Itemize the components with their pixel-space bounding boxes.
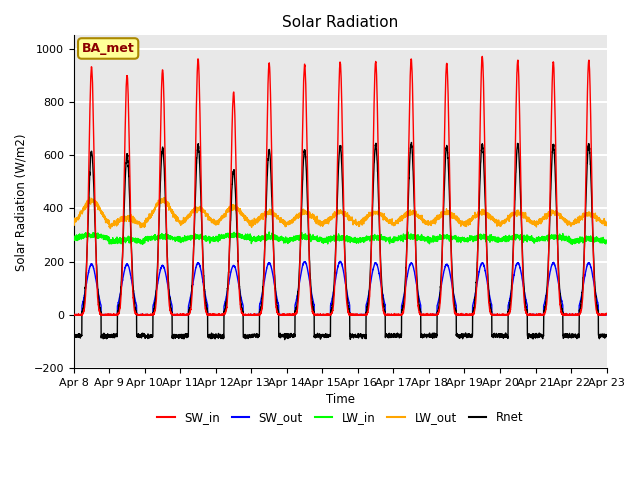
- SW_in: [460, 312, 467, 318]
- Line: LW_out: LW_out: [74, 197, 607, 228]
- LW_in: [602, 239, 610, 244]
- SW_in: [70, 312, 77, 318]
- SW_in: [166, 304, 173, 310]
- SW_out: [603, 312, 611, 318]
- Rnet: [408, 140, 415, 145]
- Rnet: [281, 337, 289, 343]
- LW_in: [320, 237, 328, 243]
- Rnet: [603, 332, 611, 337]
- SW_out: [460, 312, 467, 318]
- Line: Rnet: Rnet: [74, 143, 607, 340]
- LW_out: [602, 221, 610, 227]
- LW_out: [166, 206, 173, 212]
- SW_in: [479, 54, 486, 60]
- SW_out: [490, 312, 497, 317]
- LW_in: [430, 235, 438, 240]
- Rnet: [602, 334, 610, 339]
- SW_in: [490, 312, 497, 317]
- SW_out: [70, 312, 77, 318]
- LW_in: [266, 229, 273, 235]
- LW_out: [70, 220, 77, 226]
- Line: SW_out: SW_out: [74, 261, 607, 315]
- LW_out: [107, 226, 115, 231]
- LW_in: [490, 234, 497, 240]
- LW_out: [603, 222, 611, 228]
- Rnet: [490, 331, 497, 337]
- LW_in: [70, 233, 77, 239]
- SW_out: [320, 312, 328, 318]
- Rnet: [166, 296, 173, 301]
- SW_out: [430, 312, 438, 318]
- LW_out: [460, 219, 467, 225]
- Text: BA_met: BA_met: [82, 42, 134, 55]
- Line: SW_in: SW_in: [74, 57, 607, 315]
- SW_out: [602, 312, 610, 318]
- SW_in: [430, 312, 438, 317]
- SW_in: [603, 312, 611, 317]
- X-axis label: Time: Time: [326, 394, 355, 407]
- LW_in: [568, 241, 576, 247]
- Title: Solar Radiation: Solar Radiation: [282, 15, 398, 30]
- Y-axis label: Solar Radiation (W/m2): Solar Radiation (W/m2): [15, 133, 28, 271]
- LW_in: [166, 234, 173, 240]
- SW_out: [337, 258, 344, 264]
- LW_in: [460, 235, 467, 240]
- Rnet: [70, 334, 77, 340]
- Rnet: [460, 333, 467, 338]
- SW_out: [166, 292, 173, 298]
- Legend: SW_in, SW_out, LW_in, LW_out, Rnet: SW_in, SW_out, LW_in, LW_out, Rnet: [152, 407, 528, 429]
- LW_out: [490, 218, 497, 224]
- LW_out: [86, 194, 93, 200]
- LW_out: [430, 220, 438, 226]
- SW_in: [602, 312, 610, 318]
- LW_in: [603, 237, 611, 243]
- Rnet: [320, 333, 328, 338]
- LW_out: [321, 221, 328, 227]
- SW_in: [320, 312, 328, 318]
- Rnet: [430, 333, 438, 339]
- Line: LW_in: LW_in: [74, 232, 607, 244]
